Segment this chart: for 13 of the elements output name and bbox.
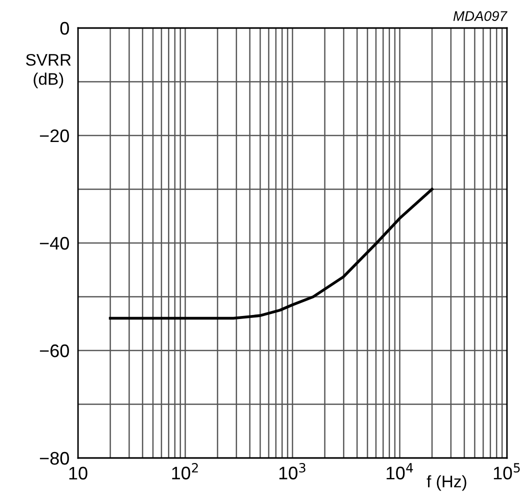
x-tick-label: 10$^{3}$ [279,462,306,480]
text: MDA097 [453,11,508,21]
y-tick-label: 0 [60,22,69,35]
x-axis-title: f (Hz) [426,475,466,491]
y-tick-label: −60 [40,344,69,358]
x-tick-label: 10$^{2}$ [172,462,198,480]
x-tick-label: 10$^{5}$ [494,463,520,480]
y-tick-label: −40 [40,236,69,250]
y-tick-label: −80 [40,452,69,465]
y-tick-label: −20 [40,129,69,142]
x-tick-label: 10$^{4}$ [386,463,413,480]
y-axis-title: SVRR (dB) [26,54,71,88]
x-tick-label: 10 [69,466,88,480]
